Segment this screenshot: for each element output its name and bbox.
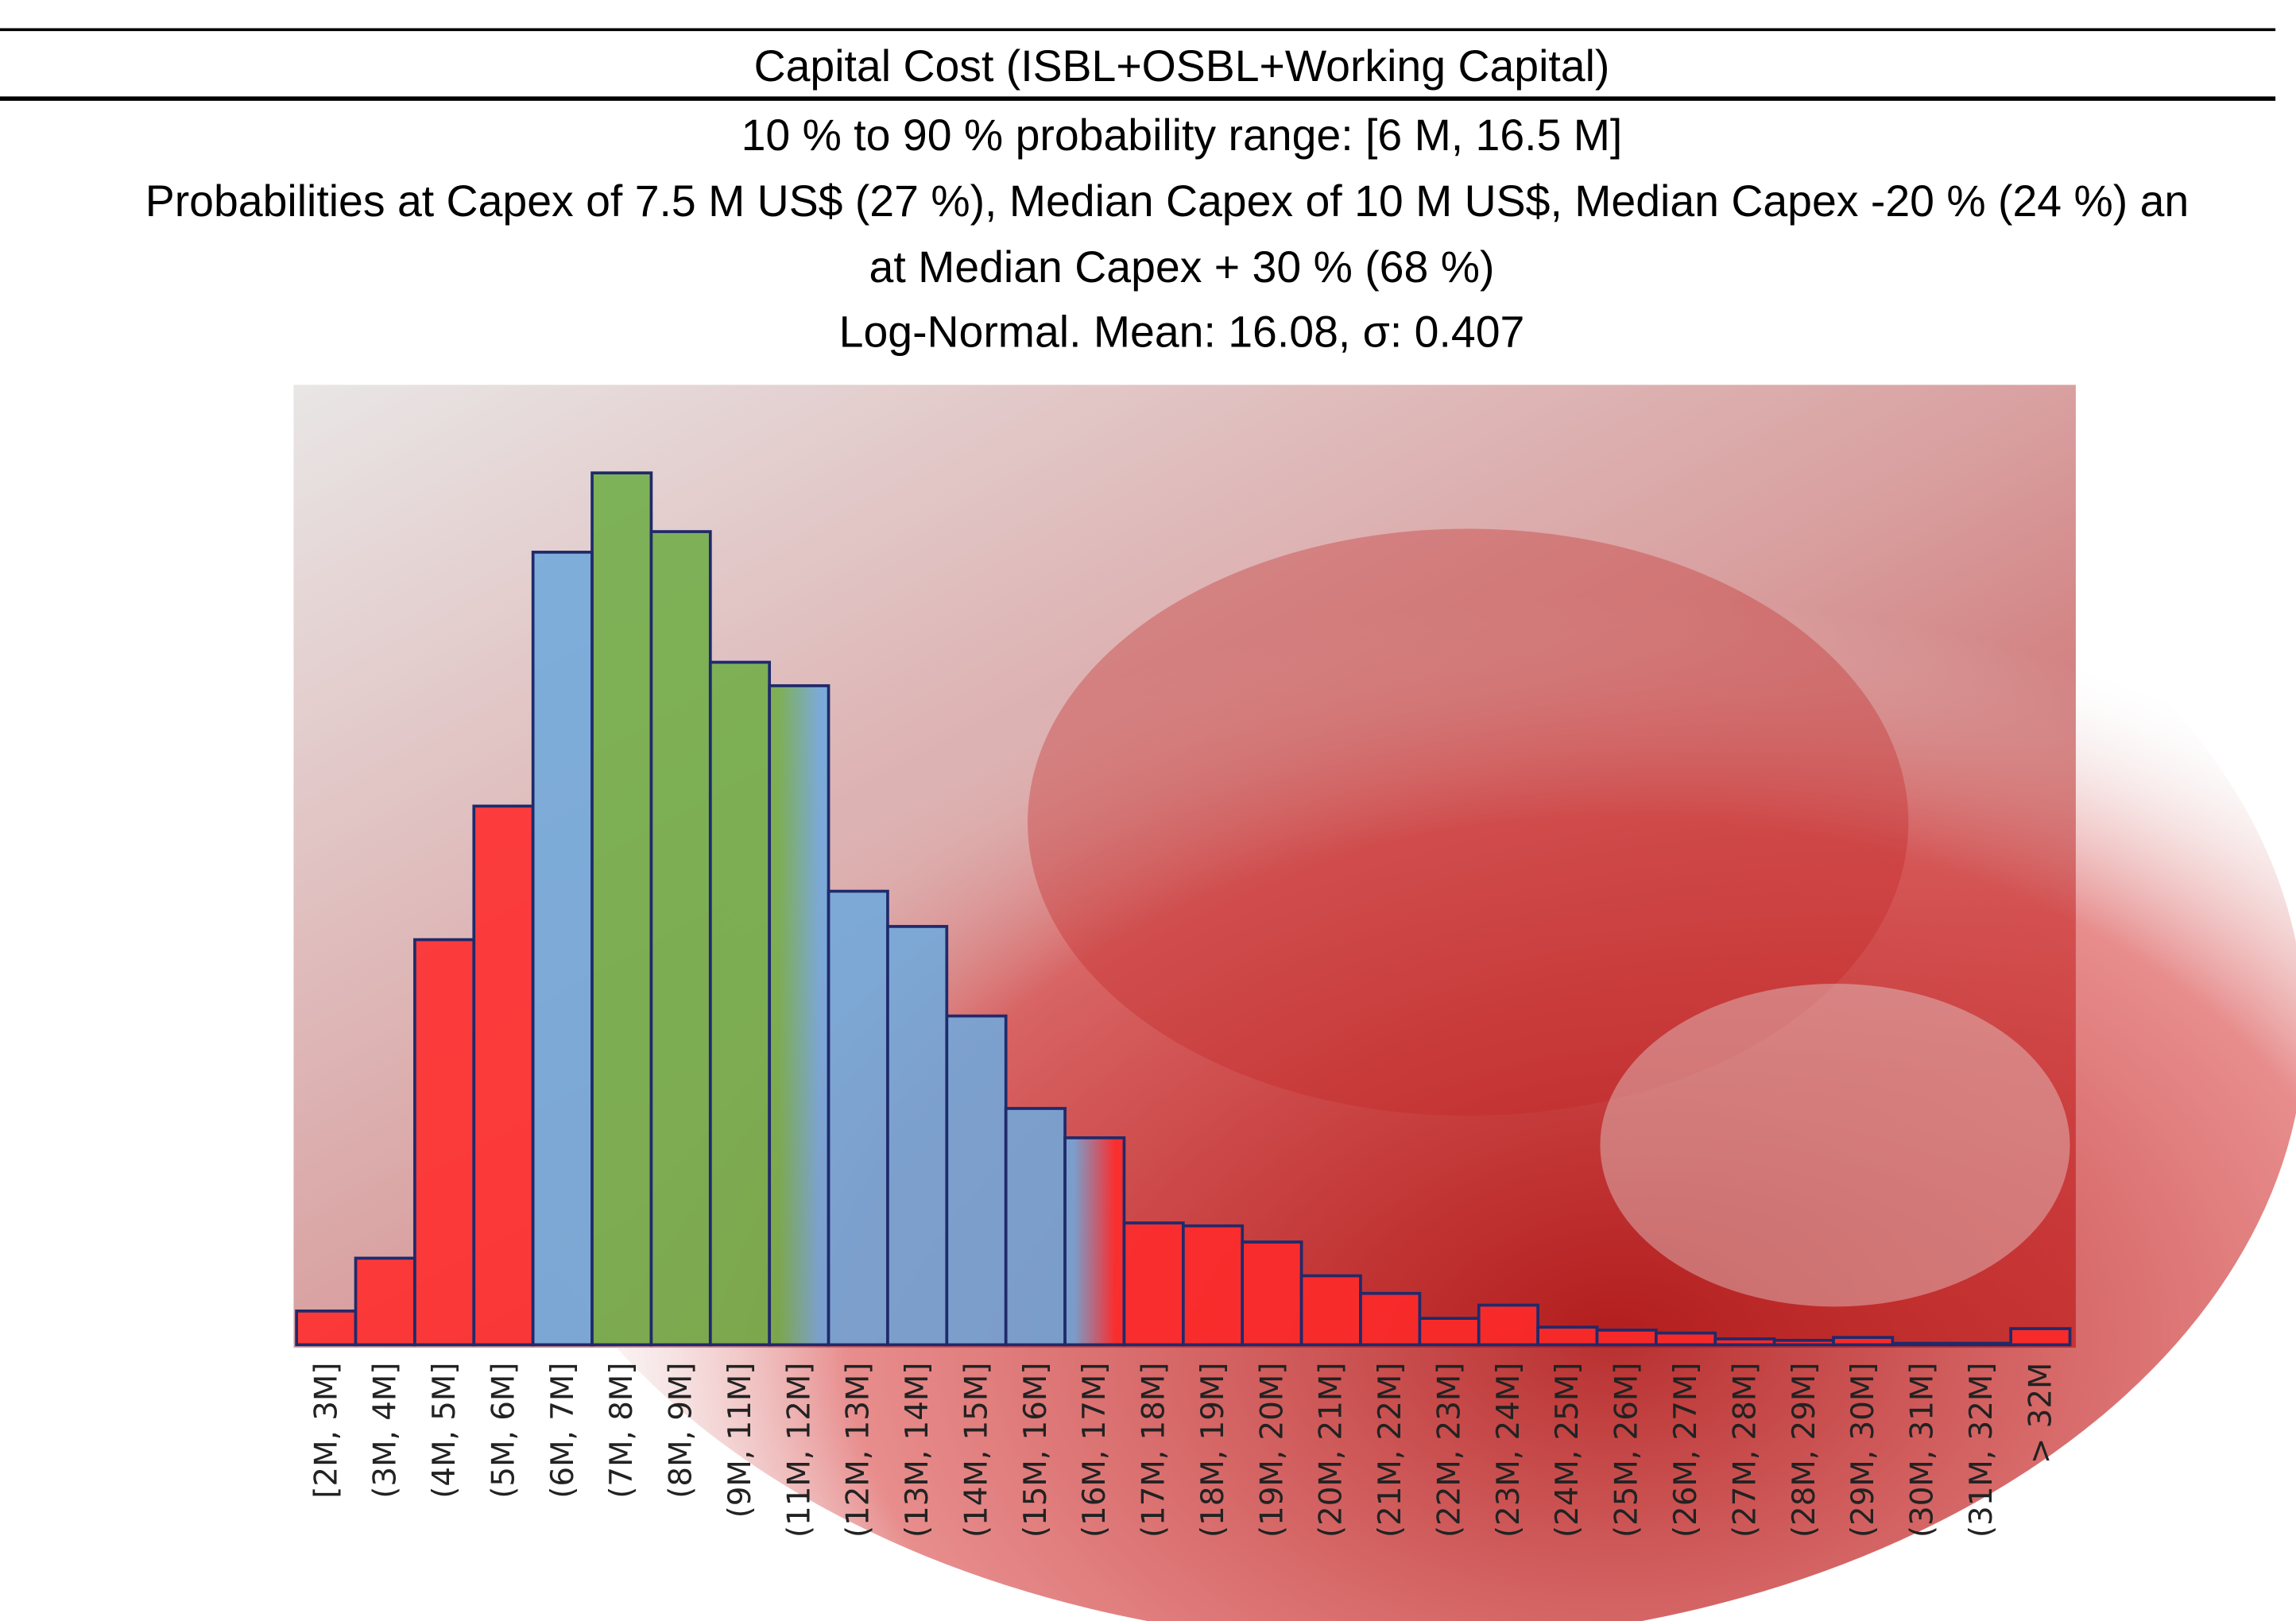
x-tick-label: (26M, 27M] bbox=[1668, 1363, 1704, 1538]
bar bbox=[472, 804, 535, 1347]
bar bbox=[413, 938, 476, 1347]
x-tick-label: (30M, 31M] bbox=[1905, 1363, 1941, 1538]
x-tick-label: (9M, 11M] bbox=[722, 1363, 758, 1518]
bar bbox=[945, 1014, 1008, 1347]
x-tick-label: (17M, 18M] bbox=[1136, 1363, 1172, 1538]
x-tick-label: (21M, 22M] bbox=[1373, 1363, 1408, 1538]
x-tick-label: (15M, 16M] bbox=[1018, 1363, 1054, 1538]
x-tick-label: (20M, 21M] bbox=[1314, 1363, 1349, 1538]
bar bbox=[1891, 1341, 1953, 1347]
x-tick-label: (29M, 30M] bbox=[1845, 1363, 1881, 1538]
bar bbox=[649, 530, 712, 1347]
x-tick-label: (12M, 13M] bbox=[841, 1363, 877, 1538]
subtitle: Log-Normal. Mean: 16.08, σ: 0.407 bbox=[839, 307, 1525, 356]
x-tick-label: (3M, 4M] bbox=[368, 1363, 404, 1499]
x-tick-label: (27M, 28M] bbox=[1727, 1363, 1763, 1538]
bar bbox=[1595, 1329, 1658, 1347]
bar bbox=[1004, 1107, 1067, 1347]
bar bbox=[2009, 1327, 2072, 1347]
bar bbox=[354, 1256, 416, 1347]
bar bbox=[886, 925, 949, 1347]
subtitle: 10 % to 90 % probability range: [6 M, 16… bbox=[741, 110, 1623, 160]
x-tick-label: > 32M bbox=[2023, 1363, 2058, 1464]
bar bbox=[1772, 1338, 1835, 1347]
x-tick-label: (16M, 17M] bbox=[1077, 1363, 1113, 1538]
bar bbox=[1477, 1303, 1539, 1347]
x-tick-label: (23M, 24M] bbox=[1491, 1363, 1527, 1538]
bar bbox=[1655, 1331, 1717, 1347]
bar bbox=[1063, 1136, 1126, 1347]
bar bbox=[531, 551, 594, 1347]
x-tick-label: (5M, 6M] bbox=[486, 1363, 521, 1499]
subtitle: at Median Capex + 30 % (68 %) bbox=[869, 242, 1495, 292]
bar bbox=[1713, 1337, 1776, 1347]
bar bbox=[1181, 1224, 1245, 1347]
chart-title: Capital Cost (ISBL+OSBL+Working Capital) bbox=[754, 41, 1610, 91]
x-tick-label: (31M, 32M] bbox=[1964, 1363, 2000, 1538]
x-tick-label: (7M, 8M] bbox=[604, 1363, 640, 1499]
bar bbox=[1832, 1336, 1895, 1347]
x-tick-label: (18M, 19M] bbox=[1195, 1363, 1231, 1538]
bar bbox=[1241, 1240, 1303, 1347]
bar bbox=[295, 1310, 358, 1347]
x-tick-label: (28M, 29M] bbox=[1787, 1363, 1822, 1538]
x-tick-label: (19M, 20M] bbox=[1254, 1363, 1290, 1538]
x-tick-label: (8M, 9M] bbox=[664, 1363, 699, 1499]
x-tick-label: (25M, 26M] bbox=[1609, 1363, 1645, 1538]
bar bbox=[1536, 1325, 1599, 1347]
bar bbox=[1122, 1221, 1185, 1347]
x-tick-label: (13M, 14M] bbox=[900, 1363, 935, 1538]
subtitle: Probabilities at Capex of 7.5 M US$ (27 … bbox=[145, 176, 2190, 226]
x-tick-label: [2M, 3M] bbox=[308, 1363, 344, 1499]
bar bbox=[1359, 1291, 1422, 1347]
x-tick-label: (24M, 25M] bbox=[1550, 1363, 1586, 1538]
x-tick-label: (14M, 15M] bbox=[958, 1363, 994, 1538]
x-tick-label: (22M, 23M] bbox=[1431, 1363, 1467, 1538]
bar bbox=[827, 889, 889, 1347]
x-tick-label: (4M, 5M] bbox=[427, 1363, 463, 1499]
bar bbox=[708, 660, 772, 1347]
bar bbox=[768, 684, 831, 1347]
x-tick-label: (11M, 12M] bbox=[781, 1363, 817, 1538]
x-tick-label: (6M, 7M] bbox=[545, 1363, 581, 1499]
bar bbox=[1418, 1317, 1481, 1347]
bar bbox=[590, 471, 653, 1347]
bar bbox=[1949, 1341, 2013, 1347]
bar bbox=[1299, 1274, 1362, 1347]
